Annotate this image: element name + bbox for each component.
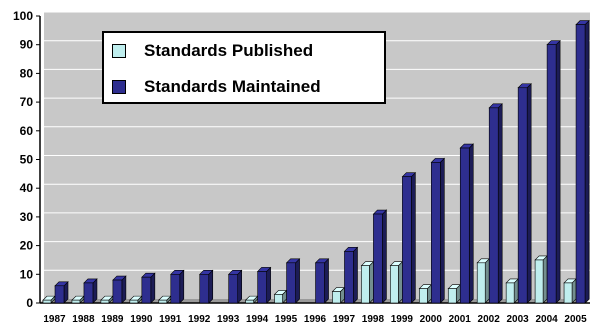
y-tick-label: 10 [20,267,34,281]
bar-published [418,283,433,304]
x-tick-label: 1990 [130,314,153,325]
bar-published [100,295,114,304]
x-tick-label: 2002 [478,314,501,325]
bar-published [273,289,288,304]
bar-maintained [517,83,532,304]
y-tick-label: 90 [20,38,34,52]
x-tick-label: 1999 [391,314,414,325]
x-tick-label: 1996 [304,314,327,325]
bar-published [534,255,548,304]
y-tick-label: 40 [20,181,34,195]
bar-maintained [343,246,359,304]
y-tick-label: 0 [26,296,33,310]
x-tick-label: 1995 [275,314,298,325]
bar-published [505,278,519,304]
legend-item-published: Standards Published [112,41,313,61]
bar-maintained [459,143,474,304]
y-tick-label: 70 [20,95,34,109]
bar-published [331,286,346,304]
x-tick-label: 1994 [246,314,269,325]
x-tick-label: 1992 [188,314,211,325]
x-tick-label: 1989 [101,314,124,325]
bar-maintained [199,269,214,304]
bars-layer [42,19,590,304]
x-tick-label: 2005 [564,314,587,325]
x-tick-label: 2001 [449,314,472,325]
bar-published [71,295,85,304]
bar-maintained [314,258,330,304]
legend-swatch-maintained [112,80,126,94]
bar-maintained [54,281,69,304]
bar-published [447,283,461,304]
bar-published [360,260,375,304]
bar-maintained [170,269,185,304]
bar-maintained [546,39,561,304]
x-tick-label: 1988 [72,314,95,325]
ticks-layer: 0 10 20 30 40 50 60 70 80 90 100 1987 1988 1989 1990 19… [13,9,587,325]
y-tick-label: 100 [13,9,33,23]
x-tick-label: 2000 [420,314,443,325]
x-tick-label: 1998 [362,314,385,325]
bar-maintained [575,19,590,304]
y-tick-label: 80 [20,66,34,80]
legend-swatch-published [112,44,126,58]
bar-published [244,295,259,304]
bar-maintained [488,103,503,304]
x-tick-label: 2004 [535,314,558,325]
y-tick-label: 50 [20,153,34,167]
legend: Standards Published Standards Maintained [102,31,386,104]
gridline-side [39,11,45,17]
x-tick-label: 2003 [507,314,530,325]
x-tick-label: 1993 [217,314,240,325]
bar-maintained [227,269,243,304]
bar-maintained [256,266,272,304]
y-tick-label: 30 [20,210,34,224]
bar-published [563,278,577,304]
bar-maintained [285,258,301,304]
legend-label-maintained: Standards Maintained [144,77,321,96]
y-tick-label: 20 [20,239,34,253]
bar-maintained [112,275,127,304]
y-tick-label: 60 [20,124,34,138]
bar-maintained [401,171,417,304]
x-tick-label: 1987 [43,314,66,325]
legend-label-published: Standards Published [144,41,314,60]
legend-item-maintained: Standards Maintained [112,77,321,97]
bar-maintained [430,157,446,304]
bar-maintained [141,272,156,304]
bar-published [389,260,404,304]
bar-maintained [372,209,388,304]
bar-published [476,258,490,304]
x-tick-label: 1997 [333,314,356,325]
bar-maintained [83,278,98,304]
x-tick-label: 1991 [159,314,182,325]
bar-published [158,295,172,304]
